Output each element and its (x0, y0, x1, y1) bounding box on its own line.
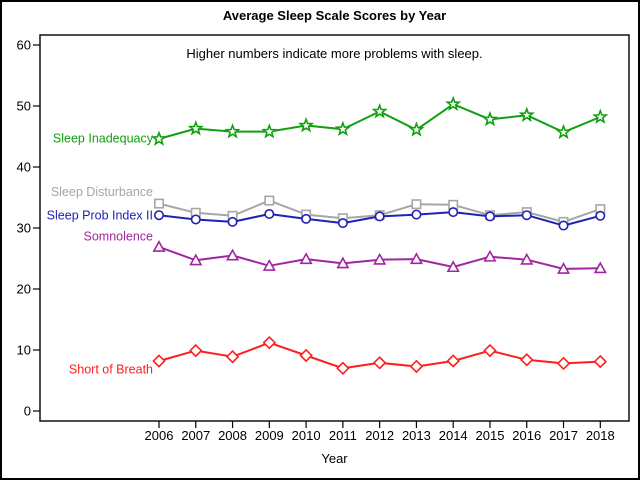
square-icon (154, 198, 165, 209)
x-axis-title: Year (321, 451, 348, 466)
circle-icon (448, 207, 459, 218)
triangle-icon (446, 260, 460, 273)
star-icon (408, 121, 425, 137)
x-tick-label: 2008 (218, 428, 247, 443)
circle-icon (264, 208, 275, 219)
star-icon (592, 108, 609, 124)
x-tick-label: 2007 (181, 428, 210, 443)
series-label-short-of-breath: Short of Breath (69, 362, 153, 376)
diamond-icon (593, 354, 608, 369)
x-tick-label: 2017 (549, 428, 578, 443)
circle-icon (484, 211, 495, 222)
x-tick-label: 2013 (402, 428, 431, 443)
circle-icon (374, 211, 385, 222)
triangle-icon (520, 252, 534, 265)
star-icon (261, 123, 278, 139)
diamond-icon (520, 353, 534, 367)
y-tick-label: 10 (17, 343, 31, 358)
diamond-icon (336, 361, 350, 376)
diamond-icon (556, 356, 571, 371)
y-tick-label: 50 (17, 99, 31, 114)
star-icon (445, 95, 462, 112)
diamond-icon (299, 348, 313, 363)
y-tick-label: 0 (24, 404, 31, 419)
y-tick-label: 40 (17, 160, 31, 175)
star-icon (518, 106, 535, 123)
circle-icon (154, 210, 165, 221)
circle-icon (595, 210, 606, 221)
star-icon (371, 103, 388, 119)
series-label-sleep-disturbance: Sleep Disturbance (51, 185, 153, 199)
circle-icon (521, 210, 532, 221)
triangle-icon (299, 252, 313, 265)
diamond-icon (446, 354, 460, 368)
star-icon (187, 120, 204, 136)
square-icon (411, 199, 422, 210)
triangle-icon (373, 252, 387, 265)
y-tick-label: 20 (17, 282, 31, 297)
star-icon (298, 117, 315, 133)
triangle-icon (262, 258, 276, 271)
star-icon (224, 123, 241, 139)
triangle-icon (593, 261, 607, 274)
x-tick-label: 2009 (255, 428, 284, 443)
x-tick-label: 2018 (586, 428, 615, 443)
circle-icon (337, 218, 348, 229)
circle-icon (558, 220, 569, 231)
triangle-icon (556, 262, 571, 274)
square-icon (264, 195, 275, 206)
diamond-icon (409, 359, 424, 374)
x-tick-label: 2014 (439, 428, 468, 443)
diamond-icon (483, 343, 497, 358)
diamond-icon (262, 335, 277, 350)
chart-title: Average Sleep Scale Scores by Year (222, 8, 447, 23)
triangle-icon (336, 256, 350, 269)
diamond-icon (225, 349, 240, 364)
circle-icon (190, 214, 201, 225)
chart-subtitle: Higher numbers indicate more problems wi… (186, 46, 483, 61)
series-label-somnolence: Somnolence (84, 229, 154, 243)
series-label-sleep-inadequacy: Sleep Inadequacy (53, 131, 154, 145)
x-tick-label: 2012 (365, 428, 394, 443)
triangle-icon (483, 249, 497, 262)
x-tick-label: 2016 (512, 428, 541, 443)
x-tick-label: 2015 (476, 428, 505, 443)
triangle-icon (409, 252, 423, 265)
triangle-icon (152, 240, 166, 252)
circle-icon (411, 209, 422, 220)
x-tick-label: 2010 (292, 428, 321, 443)
star-icon (481, 110, 499, 127)
x-tick-label: 2011 (329, 428, 357, 443)
circle-icon (227, 216, 238, 227)
triangle-icon (189, 253, 203, 266)
star-icon (334, 120, 351, 137)
y-tick-label: 30 (17, 221, 31, 236)
star-icon (555, 123, 572, 140)
y-tick-label: 60 (17, 38, 31, 53)
diamond-icon (372, 356, 387, 370)
circle-icon (301, 213, 312, 224)
x-tick-label: 2006 (145, 428, 174, 443)
series-label-sleep-prob-index-ii: Sleep Prob Index II (47, 209, 153, 223)
star-icon (150, 130, 168, 146)
diamond-icon (189, 343, 203, 358)
triangle-icon (225, 248, 240, 261)
diamond-icon (152, 354, 166, 368)
